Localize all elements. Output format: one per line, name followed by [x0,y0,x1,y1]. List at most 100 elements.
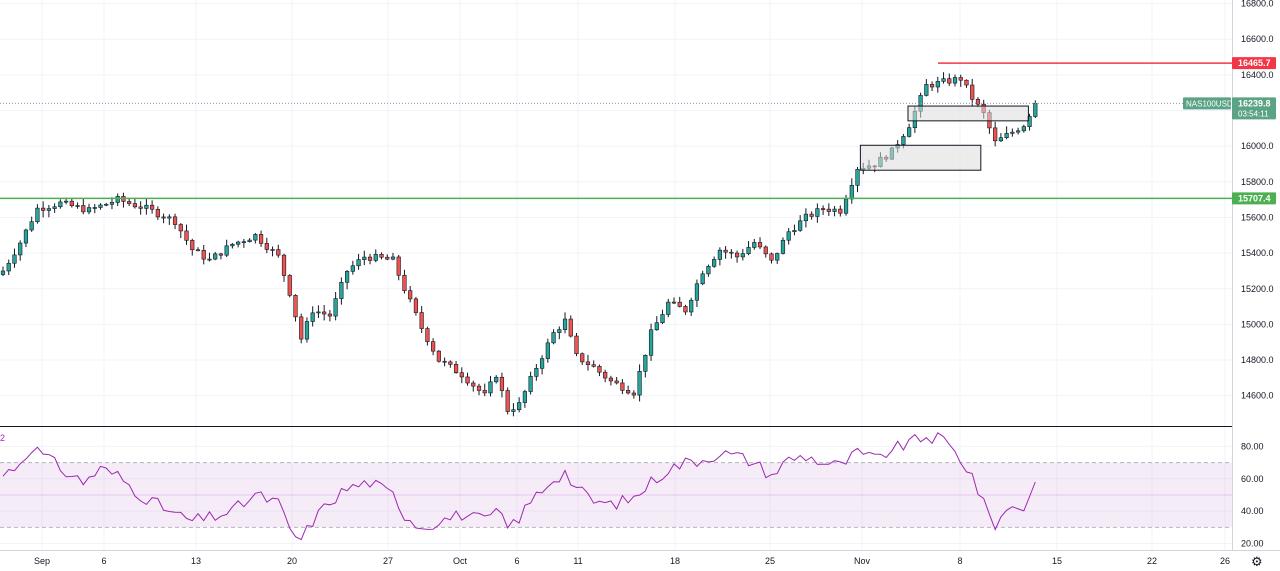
candle-body [304,321,310,340]
candle-body [568,318,573,337]
candle-body [654,322,659,331]
candle-body [809,213,814,217]
candle [482,383,487,397]
candle-body [132,203,138,208]
level-badge-label: 16465.7 [1238,58,1271,68]
candle-body [247,239,252,242]
zone-box [907,105,1029,122]
candle-body [832,208,837,212]
candle [436,350,441,363]
candle-body [763,246,768,255]
candle-body [92,207,97,209]
candle [562,312,568,334]
candle-body [792,230,797,233]
candle [534,363,539,381]
candle [299,313,304,344]
candle [671,297,677,304]
candle [826,203,831,216]
candle-body [1015,130,1021,133]
candle [287,274,292,298]
candle-body [310,312,315,322]
candle-body [798,220,803,231]
candle [574,333,579,357]
candle-body [46,208,51,211]
candle [121,192,126,208]
candle-body [172,216,178,225]
candle [1010,128,1015,137]
rsi-band [0,462,1232,528]
candle [1004,126,1009,140]
candle [717,247,722,266]
candle-body [964,79,969,86]
candle [322,305,327,321]
candle [419,306,424,333]
candle [712,256,717,268]
candle [798,215,803,232]
candle-body [287,275,292,296]
candle [230,243,235,249]
candle [608,375,614,386]
candle [935,76,940,93]
candle-body [436,350,441,362]
candle [792,224,797,236]
candle [666,298,671,318]
candle-body [127,201,132,204]
y-tick-label: 14800.0 [1241,355,1274,365]
candle-body [270,249,275,251]
candle [402,269,407,294]
candle [23,228,29,248]
candle-body [499,376,505,391]
candle-body [356,259,361,267]
candle-body [58,201,63,208]
candle-body [660,314,665,324]
candle-body [970,84,975,100]
candle [597,364,602,377]
candle [677,296,682,308]
candle-body [700,273,705,285]
candle-body [677,301,682,307]
candle [224,239,229,257]
candle [356,253,361,270]
candle-body [476,385,482,391]
candle [706,264,711,277]
candle [723,246,728,259]
candle [195,247,201,252]
candle [947,73,952,86]
candle [568,315,573,338]
candle-body [706,266,711,275]
y-tick-label: 16800.0 [1241,0,1274,9]
candle [247,238,252,243]
candle [390,252,396,261]
x-tick-label: 15 [1052,556,1062,566]
gear-icon[interactable]: ⚙ [1251,554,1263,569]
candle-body [740,253,745,258]
candle [75,202,80,209]
candle [637,364,642,402]
candle-body [608,377,614,382]
candle [92,204,97,214]
candle-body [511,409,516,412]
candle-body [138,206,143,209]
candle-body [826,208,831,212]
candle-body [626,390,631,394]
candle [333,291,338,321]
candle-body [1010,131,1015,134]
candle-body [907,127,912,137]
candle [471,380,476,392]
candle-body [218,253,224,256]
candle-body [482,390,487,394]
candle [643,354,648,378]
candle-body [947,78,952,84]
candle [539,355,545,375]
candle-body [671,301,677,304]
candle [929,81,935,92]
candle-body [167,216,172,219]
candle-body [993,127,998,142]
candle-body [746,247,751,254]
y-tick-label: 16000.0 [1241,141,1274,151]
candle [385,254,390,261]
candle [362,250,367,266]
candle [476,383,482,396]
